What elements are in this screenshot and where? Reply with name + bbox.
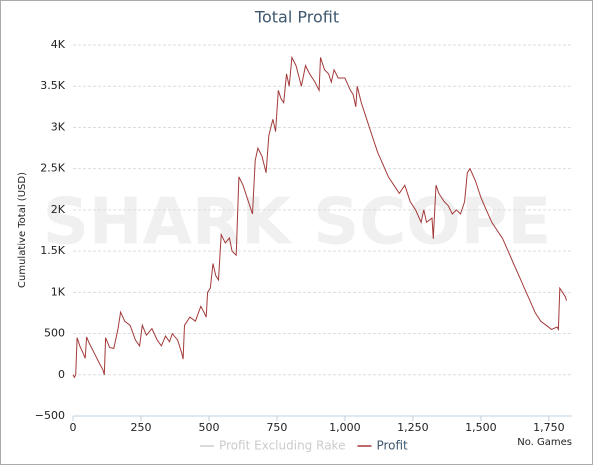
- x-axis-label: No. Games: [517, 437, 572, 448]
- y-tick-label: 4K: [51, 38, 66, 51]
- profit-line: [72, 55, 568, 379]
- legend-label: Profit Excluding Rake: [219, 439, 345, 453]
- y-tick-label: 500: [44, 327, 65, 340]
- x-tick-label: 0: [70, 421, 77, 434]
- x-tick-label: 1,250: [397, 421, 429, 434]
- y-tick-label: 3K: [51, 120, 66, 133]
- y-tick-label: 1.5K: [40, 244, 65, 257]
- x-tick-label: 250: [130, 421, 151, 434]
- chart-title: Total Profit: [254, 8, 339, 27]
- x-tick-label: 1,750: [533, 421, 565, 434]
- x-tick-label: 750: [266, 421, 287, 434]
- y-tick-label: 2K: [51, 203, 66, 216]
- legend-label: Profit: [376, 439, 408, 453]
- x-tick-label: 1,000: [329, 421, 361, 434]
- x-tick-label: 500: [198, 421, 219, 434]
- y-axis-label: Cumulative Total (USD): [17, 172, 28, 288]
- y-tick-label: 0: [58, 368, 65, 381]
- y-tick-label: 2.5K: [40, 162, 65, 175]
- x-tick-label: 1,500: [465, 421, 497, 434]
- watermark: SHARK SCOPE: [43, 186, 551, 260]
- y-tick-label: −500: [35, 409, 65, 422]
- y-tick-label: 3.5K: [40, 79, 65, 92]
- y-tick-label: 1K: [51, 285, 66, 298]
